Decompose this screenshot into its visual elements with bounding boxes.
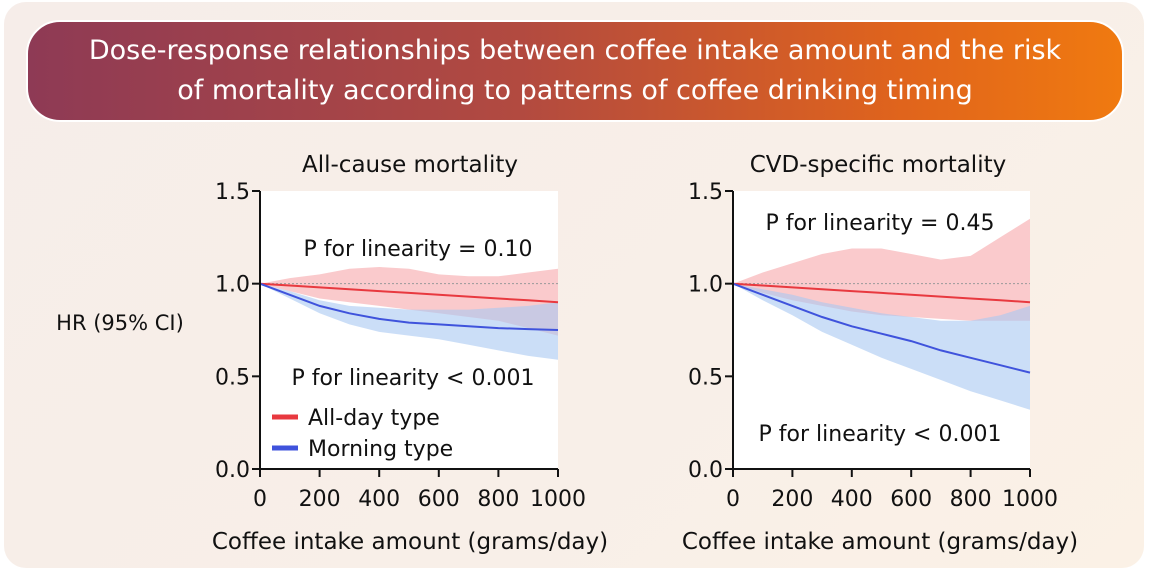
- x-axis-label: Coffee intake amount (grams/day): [682, 529, 1078, 555]
- series-line-morning: [259, 282, 559, 331]
- y-tick-label: 1.0: [688, 273, 723, 298]
- y-tick-label: 0.5: [688, 365, 723, 390]
- x-tick-label: 0: [726, 487, 740, 512]
- chart-cvd-specific: 0.0 0.5 1.0 1.5 0 200 400 600 800 1000 CVD-specif…: [682, 152, 1078, 555]
- y-axis-label: HR (95% CI): [56, 311, 184, 335]
- x-tick-label: 600: [890, 487, 932, 512]
- banner-title: Dose-response relationships between coff…: [26, 20, 1124, 122]
- annotation-morning: P for linearity < 0.001: [292, 366, 535, 391]
- y-tick-label: 0.0: [215, 458, 250, 483]
- plot-area: 0.0 0.5 1.0 1.5 0 200 400 600 800 1000: [215, 180, 586, 512]
- y-tick-label: 1.5: [688, 180, 723, 205]
- ci-band-all-day: [733, 218, 1030, 321]
- legend-label-all-day: All-day type: [308, 406, 440, 431]
- chart-title: CVD-specific mortality: [750, 152, 1006, 178]
- chart-all-cause: 0.0 0.5 1.0 1.5 0 200 400 600 800 1000 All-cause …: [212, 152, 608, 555]
- plot-area: 0.0 0.5 1.0 1.5 0 200 400 600 800 1000: [688, 180, 1058, 512]
- x-axis-label: Coffee intake amount (grams/day): [212, 529, 608, 555]
- x-tick-label: 600: [418, 487, 460, 512]
- annotation-all-day: P for linearity = 0.10: [304, 237, 533, 262]
- series-line-all-day: [259, 282, 559, 304]
- x-tick-label: 1000: [530, 487, 586, 512]
- x-tick-label: 800: [477, 487, 519, 512]
- x-tick-label: 400: [358, 487, 400, 512]
- annotation-all-day: P for linearity = 0.45: [766, 211, 995, 236]
- series-line-morning: [732, 282, 1031, 374]
- series-line-all-day: [732, 282, 1031, 304]
- y-tick-label: 1.5: [215, 180, 250, 205]
- y-tick-label: 1.0: [215, 273, 250, 298]
- legend-label-morning: Morning type: [308, 437, 453, 462]
- chart-title: All-cause mortality: [302, 152, 518, 178]
- y-tick-label: 0.5: [215, 365, 250, 390]
- x-tick-label: 800: [950, 487, 992, 512]
- ci-band-morning: [733, 283, 1030, 410]
- x-tick-label: 0: [253, 487, 267, 512]
- annotation-morning: P for linearity < 0.001: [759, 422, 1002, 447]
- y-tick-label: 0.0: [688, 458, 723, 483]
- x-tick-label: 1000: [1002, 487, 1058, 512]
- x-tick-label: 200: [299, 487, 341, 512]
- x-tick-label: 400: [831, 487, 873, 512]
- x-tick-label: 200: [771, 487, 813, 512]
